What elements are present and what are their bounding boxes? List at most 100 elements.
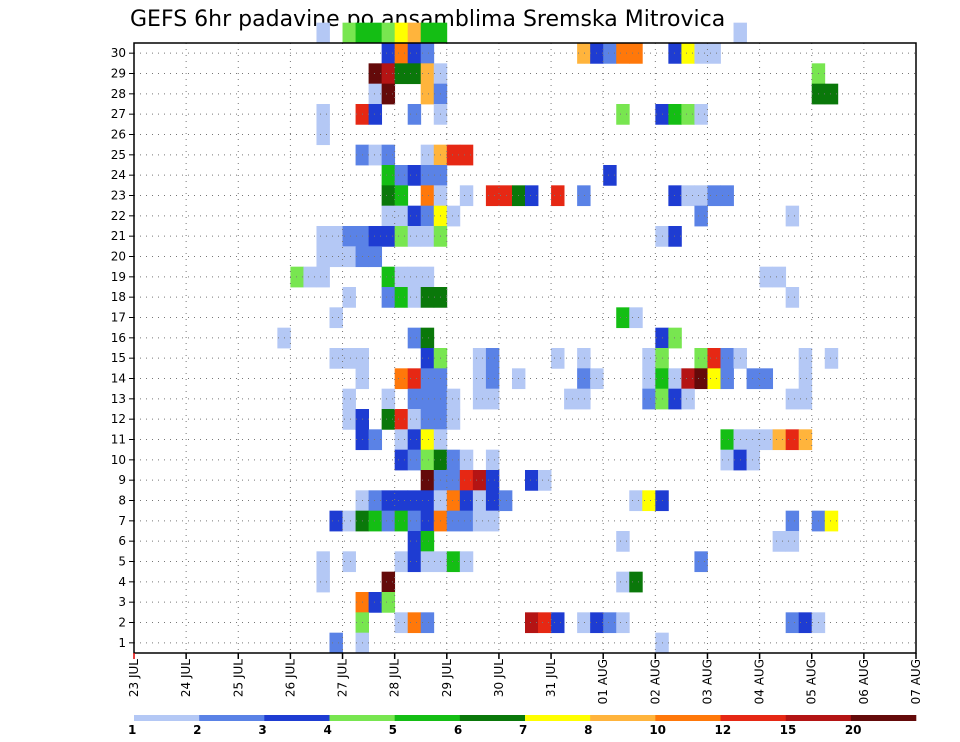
- heatmap-cell: [694, 104, 708, 125]
- heatmap-cell: [394, 22, 409, 44]
- heatmap-cell: [407, 104, 422, 125]
- y-tick-label: 28: [111, 87, 126, 101]
- heatmap-cell: [420, 165, 435, 186]
- heatmap-cell: [394, 368, 409, 390]
- heatmap-cell: [303, 266, 317, 288]
- heatmap-cell: [420, 449, 435, 471]
- heatmap-cell: [798, 612, 813, 634]
- heatmap-cell: [420, 43, 435, 64]
- heatmap-cell: [394, 43, 409, 64]
- heatmap-cell: [407, 531, 422, 552]
- heatmap-cell: [368, 22, 383, 44]
- heatmap-cell: [616, 104, 630, 125]
- heatmap-cell: [420, 327, 435, 349]
- y-tick-label: 15: [111, 351, 126, 365]
- heatmap-cell: [798, 429, 813, 451]
- colorbar-swatch: [459, 715, 526, 721]
- y-axis: 1234567891011121314151617181920212223242…: [111, 46, 134, 650]
- heatmap-cell: [785, 510, 800, 532]
- heatmap-cell: [368, 592, 383, 613]
- heatmap-cell: [798, 348, 813, 369]
- heatmap-cell: [785, 429, 800, 451]
- heatmap-cell: [472, 490, 487, 512]
- heatmap-cell: [420, 388, 435, 410]
- y-tick-label: 18: [111, 290, 126, 304]
- heatmap-cell: [316, 124, 330, 146]
- heatmap-cell: [394, 490, 409, 512]
- heatmap-cell: [381, 83, 396, 105]
- heatmap-cell: [785, 531, 800, 552]
- heatmap-cell: [746, 368, 760, 390]
- heatmap-cell: [407, 368, 422, 390]
- y-tick-label: 20: [111, 250, 126, 264]
- heatmap-cell: [694, 185, 708, 207]
- heatmap-cell: [551, 612, 565, 634]
- heatmap-cell: [329, 307, 343, 329]
- heatmap-cell: [668, 226, 682, 247]
- heatmap-cell: [446, 551, 461, 573]
- y-tick-label: 19: [111, 270, 126, 284]
- heatmap-cell: [577, 612, 591, 634]
- y-tick-label: 9: [118, 473, 126, 487]
- x-tick-label: 27 JUL: [336, 659, 350, 697]
- x-tick-label: 23 JUL: [127, 659, 141, 697]
- heatmap-cell: [642, 388, 656, 410]
- heatmap-cell: [381, 43, 396, 64]
- heatmap-cell: [329, 510, 343, 532]
- heatmap-cell: [616, 571, 630, 593]
- heatmap-cell: [459, 490, 474, 512]
- colorbar-label: 7: [519, 723, 527, 737]
- y-tick-label: 21: [111, 229, 126, 243]
- heatmap-cell: [629, 43, 643, 64]
- heatmap-cell: [446, 144, 461, 166]
- heatmap-cell: [407, 490, 422, 512]
- heatmap-cell: [629, 571, 643, 593]
- heatmap-cell: [525, 612, 539, 634]
- heatmap-cell: [785, 287, 800, 308]
- heatmap-cell: [420, 470, 435, 491]
- heatmap-cell: [407, 612, 422, 634]
- heatmap-cell: [433, 22, 448, 44]
- heatmap-cell: [316, 226, 330, 247]
- y-tick-label: 6: [118, 534, 126, 548]
- heatmap-cell: [381, 510, 396, 532]
- heatmap-cell: [342, 22, 356, 44]
- heatmap-cell: [446, 490, 461, 512]
- colorbar-swatch: [264, 715, 330, 721]
- heatmap-cell: [798, 388, 813, 410]
- heatmap-cell: [459, 510, 474, 532]
- heatmap-cell: [368, 429, 383, 451]
- colorbar-swatch: [394, 715, 461, 721]
- heatmap-cell: [407, 429, 422, 451]
- heatmap-cell: [420, 510, 435, 532]
- heatmap-cell: [420, 205, 435, 227]
- x-tick-label: 30 JUL: [492, 659, 506, 697]
- heatmap-cell: [485, 348, 500, 369]
- heatmap-cell: [420, 531, 435, 552]
- x-tick-label: 29 JUL: [440, 659, 454, 697]
- heatmap-cell: [642, 348, 656, 369]
- heatmap-cell: [407, 43, 422, 64]
- heatmap-cell: [394, 226, 409, 247]
- heatmap-cell: [485, 388, 500, 410]
- x-tick-label: 26 JUL: [283, 659, 297, 697]
- heatmap-cell: [551, 348, 565, 369]
- heatmap-cell: [381, 409, 396, 430]
- heatmap-cell: [694, 368, 708, 390]
- heatmap-cell: [342, 287, 356, 308]
- heatmap-cell: [824, 83, 839, 105]
- colorbar-swatch: [590, 715, 656, 721]
- heatmap-cell: [798, 368, 813, 390]
- heatmap-cell: [394, 551, 409, 573]
- heatmap-cell: [342, 348, 356, 369]
- heatmap-cell: [342, 510, 356, 532]
- heatmap-cell: [381, 571, 396, 593]
- heatmap-cell: [394, 266, 409, 288]
- heatmap-cell: [394, 287, 409, 308]
- colorbar-label: 2: [193, 723, 201, 737]
- heatmap-cell: [316, 22, 330, 44]
- heatmap-cell: [785, 388, 800, 410]
- heatmap-cell: [459, 144, 474, 166]
- heatmap-cell: [381, 266, 396, 288]
